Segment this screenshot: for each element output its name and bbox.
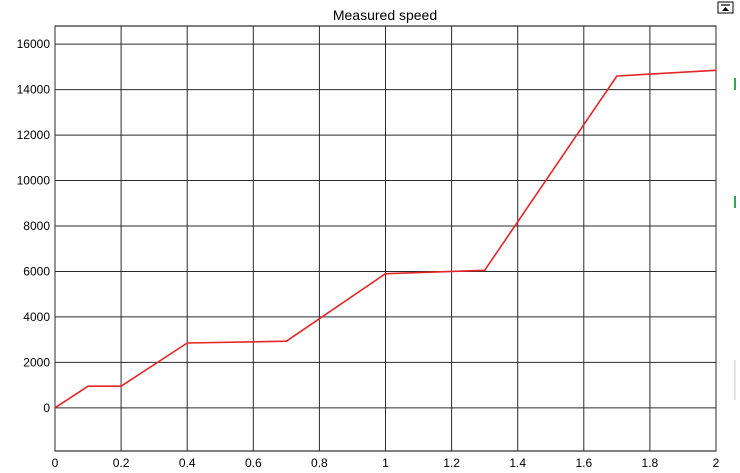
x-axis-tick-labels: 0 0.2 0.4 0.6 0.8 1 1.2 1.4 1.6 1.8 2	[52, 456, 720, 470]
data-point	[285, 340, 288, 343]
x-tick-label: 0.2	[113, 456, 130, 470]
x-tick-label: 1.4	[509, 456, 526, 470]
y-axis-tick-labels: 0 2000 4000 6000 8000 10000 12000 14000 16000	[17, 37, 51, 415]
x-tick-label: 1.8	[642, 456, 659, 470]
y-tick-label: 4000	[23, 310, 50, 324]
data-point	[715, 69, 717, 72]
chart-title: Measured speed	[333, 7, 437, 23]
data-point	[616, 75, 618, 77]
y-tick-label: 8000	[23, 219, 50, 233]
data-point	[483, 269, 486, 272]
y-tick-label: 6000	[23, 264, 50, 278]
data-point	[186, 342, 188, 344]
x-tick-label: 1.6	[575, 456, 592, 470]
x-tick-label: 2	[713, 456, 720, 470]
y-tick-label: 10000	[17, 174, 51, 188]
y-tick-label: 2000	[23, 355, 50, 369]
data-point	[87, 385, 89, 388]
x-tick-label: 0.8	[311, 456, 328, 470]
x-tick-label: 0.6	[245, 456, 262, 470]
series-layer	[54, 69, 717, 409]
grid	[54, 26, 717, 451]
data-point	[384, 272, 387, 275]
data-point	[54, 407, 56, 409]
x-tick-label: 1.2	[443, 456, 460, 470]
data-point	[120, 385, 122, 388]
y-tick-label: 14000	[17, 83, 51, 97]
x-tick-label: 1	[382, 456, 389, 470]
y-tick-label: 0	[43, 401, 50, 415]
x-tick-label: 0	[52, 456, 59, 470]
x-tick-label: 0.4	[179, 456, 196, 470]
dock-button[interactable]	[717, 1, 734, 14]
dock-arrow-icon	[721, 4, 730, 11]
y-tick-label: 16000	[17, 37, 51, 51]
y-tick-label: 12000	[17, 128, 51, 142]
